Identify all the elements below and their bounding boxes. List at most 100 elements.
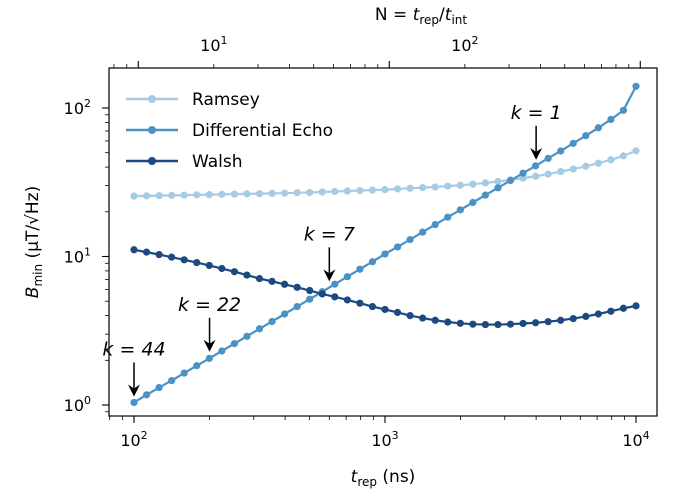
data-point-walsh: [306, 286, 314, 295]
top-tick-label: 102: [451, 34, 478, 55]
data-point-walsh: [343, 296, 351, 304]
legend-marker-differential-echo: [148, 126, 156, 134]
data-point-ramsey: [569, 165, 577, 173]
data-point-differential-echo: [569, 139, 577, 147]
legend-label-differential-echo: Differential Echo: [192, 121, 333, 141]
data-point-ramsey: [343, 187, 351, 195]
data-point-walsh: [218, 264, 226, 273]
data-point-ramsey: [293, 189, 301, 197]
data-point-walsh: [381, 305, 389, 314]
data-point-differential-echo: [255, 325, 264, 333]
data-point-walsh: [230, 268, 238, 276]
data-point-differential-echo: [632, 82, 640, 90]
top-axis-lhs: N =: [375, 5, 413, 25]
data-point-ramsey: [168, 191, 176, 199]
data-point-differential-echo: [532, 162, 540, 170]
data-point-differential-echo: [506, 176, 515, 185]
x-tick-label: 103: [371, 429, 398, 450]
data-point-differential-echo: [243, 332, 251, 340]
data-point-differential-echo: [306, 295, 314, 303]
data-point-ramsey: [306, 188, 314, 197]
data-point-differential-echo: [582, 132, 590, 140]
data-point-ramsey: [619, 152, 628, 160]
data-point-differential-echo: [130, 398, 138, 407]
data-point-walsh: [444, 318, 452, 326]
data-point-differential-echo: [155, 383, 163, 392]
data-point-ramsey: [393, 185, 402, 193]
y-tick-label: 100: [64, 394, 91, 415]
x-tick-label: 104: [622, 429, 649, 450]
data-point-walsh: [180, 256, 188, 264]
data-point-ramsey: [230, 190, 238, 198]
plot-frame: [108, 67, 658, 417]
data-point-differential-echo: [356, 265, 364, 273]
data-point-ramsey: [142, 192, 151, 200]
data-point-walsh: [494, 320, 502, 329]
data-point-differential-echo: [230, 340, 238, 348]
series-layer: [130, 82, 640, 407]
data-point-ramsey: [318, 188, 326, 196]
data-point-differential-echo: [381, 250, 389, 258]
data-point-differential-echo: [444, 213, 452, 221]
data-point-walsh: [243, 271, 251, 279]
data-point-ramsey: [381, 186, 389, 194]
data-point-differential-echo: [293, 302, 301, 311]
y-axis-sub: min: [31, 264, 45, 287]
data-point-differential-echo: [281, 310, 289, 318]
top-axis-den-sub: int: [451, 13, 467, 27]
data-point-walsh: [469, 320, 477, 328]
data-point-walsh: [519, 319, 527, 328]
data-point-differential-echo: [331, 280, 339, 288]
annotation-label: k = 1: [511, 102, 562, 124]
data-point-walsh: [281, 280, 289, 288]
top-axis-label: N = trep/tint: [375, 5, 467, 27]
data-point-differential-echo: [406, 235, 414, 244]
y-axis-base: B: [23, 287, 43, 299]
data-point-walsh: [331, 293, 339, 301]
data-point-walsh: [393, 308, 402, 317]
data-point-ramsey: [544, 170, 552, 178]
data-point-ramsey: [205, 191, 213, 199]
data-point-differential-echo: [494, 184, 502, 192]
data-point-differential-echo: [469, 198, 477, 207]
data-point-ramsey: [532, 172, 540, 180]
data-point-ramsey: [331, 187, 339, 196]
annotation-arrowhead: [323, 269, 336, 282]
data-point-ramsey: [469, 180, 477, 188]
data-point-ramsey: [193, 191, 201, 199]
data-point-ramsey: [130, 192, 138, 200]
data-point-ramsey: [557, 168, 565, 176]
ticks-layer: 102 103 104 101 102 100 101 102: [64, 34, 650, 450]
data-point-walsh: [318, 290, 326, 298]
data-point-differential-echo: [268, 317, 276, 326]
x-axis-label: trep (ns): [351, 467, 416, 489]
data-point-walsh: [431, 316, 439, 324]
data-point-differential-echo: [619, 106, 628, 114]
data-point-ramsey: [444, 182, 452, 190]
data-point-differential-echo: [519, 169, 527, 177]
legend-label-ramsey: Ramsey: [192, 90, 260, 110]
data-point-ramsey: [594, 159, 602, 167]
data-point-differential-echo: [544, 154, 552, 162]
annotation-arrowhead: [203, 339, 216, 352]
data-point-differential-echo: [419, 228, 427, 236]
data-point-differential-echo: [168, 376, 176, 385]
data-point-differential-echo: [431, 220, 439, 229]
annotation-arrowhead: [128, 384, 140, 397]
data-point-ramsey: [607, 156, 615, 164]
data-point-ramsey: [456, 181, 464, 189]
data-point-walsh: [532, 319, 540, 327]
data-point-walsh: [268, 277, 276, 285]
x-tick-label: 102: [120, 429, 147, 450]
data-point-ramsey: [268, 189, 276, 198]
data-point-walsh: [205, 261, 213, 270]
annotation-arrowhead: [530, 147, 543, 160]
x-axis-base: t: [351, 467, 359, 487]
data-point-walsh: [130, 246, 138, 254]
data-point-differential-echo: [218, 347, 226, 355]
data-point-differential-echo: [594, 124, 602, 132]
data-point-walsh: [619, 304, 628, 312]
data-point-walsh: [356, 299, 364, 307]
data-point-ramsey: [243, 190, 251, 198]
